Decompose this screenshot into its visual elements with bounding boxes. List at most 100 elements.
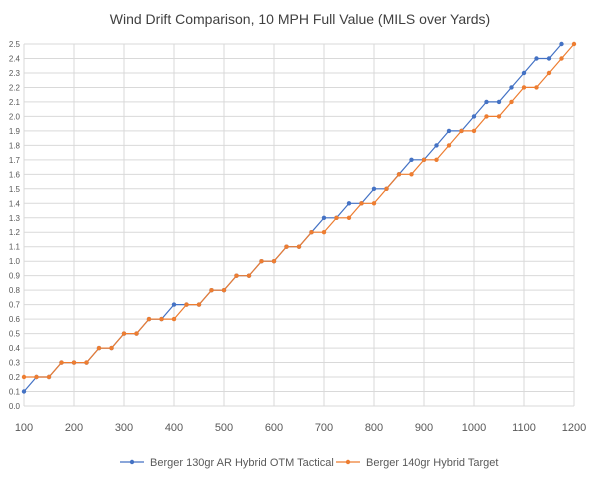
data-point-series-2 xyxy=(234,273,239,278)
data-point-series-2 xyxy=(509,99,514,105)
y-tick-label: 0.4 xyxy=(9,344,21,353)
y-tick-label: 1.3 xyxy=(9,214,21,223)
data-point-series-1 xyxy=(21,389,27,394)
x-tick-label: 200 xyxy=(65,422,83,434)
y-tick-label: 0.6 xyxy=(9,315,21,324)
data-point-series-2 xyxy=(184,302,189,307)
x-tick-label: 100 xyxy=(15,422,33,434)
data-point-series-2 xyxy=(571,41,577,47)
y-tick-label: 1.1 xyxy=(9,243,21,252)
y-tick-label: 1.4 xyxy=(9,199,21,208)
data-point-series-2 xyxy=(96,345,102,351)
x-tick-label: 1100 xyxy=(512,422,536,434)
data-point-series-2 xyxy=(546,70,552,76)
x-tick-label: 800 xyxy=(365,422,383,434)
y-tick-label: 0.0 xyxy=(9,402,21,411)
data-point-series-2 xyxy=(521,85,527,90)
data-point-series-2 xyxy=(121,331,127,336)
data-point-series-1 xyxy=(434,143,439,148)
y-tick-label: 0.5 xyxy=(9,330,21,339)
chart-title: Wind Drift Comparison, 10 MPH Full Value… xyxy=(110,11,490,27)
y-tick-label: 2.1 xyxy=(9,98,21,107)
y-tick-label: 0.2 xyxy=(9,373,21,382)
data-point-series-1 xyxy=(321,215,327,220)
data-point-series-2 xyxy=(221,288,227,293)
y-tick-label: 2.5 xyxy=(9,40,21,49)
x-tick-label: 900 xyxy=(415,422,433,434)
grid-lines xyxy=(23,43,575,407)
data-point-series-2 xyxy=(396,172,402,177)
data-point-series-2 xyxy=(459,128,464,134)
legend: Berger 130gr AR Hybrid OTM Tactical Berge… xyxy=(120,457,498,469)
data-point-series-2 xyxy=(321,230,327,235)
series-layer xyxy=(21,41,577,394)
data-point-series-2 xyxy=(246,273,252,278)
data-point-series-2 xyxy=(359,201,364,206)
data-point-series-2 xyxy=(484,114,489,119)
y-tick-label: 2.0 xyxy=(9,112,21,121)
x-tick-label: 300 xyxy=(115,422,133,434)
legend-marker-2 xyxy=(345,459,351,465)
data-point-series-1 xyxy=(496,99,502,105)
data-point-series-2 xyxy=(146,316,152,322)
data-point-series-1 xyxy=(346,201,352,206)
data-point-series-2 xyxy=(196,302,202,307)
y-tick-label: 1.7 xyxy=(9,156,21,165)
data-point-series-2 xyxy=(284,244,289,249)
legend-marker-1 xyxy=(129,459,135,465)
data-point-series-1 xyxy=(521,70,527,76)
y-tick-label: 2.4 xyxy=(9,54,21,63)
data-point-series-2 xyxy=(421,157,427,162)
y-tick-label: 1.8 xyxy=(9,141,21,150)
data-point-series-1 xyxy=(471,114,477,119)
data-point-series-2 xyxy=(346,215,352,220)
y-tick-label: 0.1 xyxy=(9,388,21,397)
x-tick-label: 500 xyxy=(215,422,233,434)
data-point-series-1 xyxy=(371,186,377,191)
y-tick-label: 2.2 xyxy=(9,83,21,92)
data-point-series-2 xyxy=(309,230,314,235)
axes: 0.0 0.1 0.2 0.3 0.4 0.5 0.6 0.7 0.8 0.9 1.0 1.1 1.2 1… xyxy=(9,40,586,434)
y-tick-label: 0.7 xyxy=(9,301,21,310)
data-point-series-2 xyxy=(471,128,477,134)
data-point-series-1 xyxy=(559,41,564,47)
data-point-series-2 xyxy=(384,186,389,191)
x-tick-label: 600 xyxy=(265,422,283,434)
y-tick-label: 1.0 xyxy=(9,257,21,266)
y-tick-label: 1.9 xyxy=(9,127,21,136)
data-point-series-2 xyxy=(71,360,77,365)
data-point-series-2 xyxy=(534,85,539,90)
data-point-series-1 xyxy=(171,302,177,307)
data-point-series-2 xyxy=(446,143,452,148)
y-tick-label: 0.8 xyxy=(9,286,21,295)
data-point-series-2 xyxy=(409,172,414,177)
data-point-series-2 xyxy=(59,360,64,365)
x-tick-label: 1200 xyxy=(562,422,586,434)
y-tick-label: 1.6 xyxy=(9,170,21,179)
data-point-series-1 xyxy=(484,99,489,105)
data-point-series-2 xyxy=(559,56,564,61)
x-tick-label: 400 xyxy=(165,422,183,434)
data-point-series-1 xyxy=(409,157,414,162)
y-tick-label: 0.3 xyxy=(9,359,21,368)
data-point-series-1 xyxy=(534,56,539,61)
data-point-series-2 xyxy=(171,316,177,322)
data-point-series-2 xyxy=(209,288,214,293)
data-point-series-2 xyxy=(371,201,377,206)
x-tick-label: 700 xyxy=(315,422,333,434)
data-point-series-1 xyxy=(509,85,514,90)
data-point-series-2 xyxy=(434,157,439,162)
data-point-series-2 xyxy=(296,244,302,249)
data-point-series-2 xyxy=(109,345,114,351)
data-point-series-2 xyxy=(21,374,27,380)
data-point-series-2 xyxy=(134,331,139,336)
data-point-series-2 xyxy=(271,259,277,264)
y-tick-label: 0.9 xyxy=(9,272,21,281)
legend-label-2: Berger 140gr Hybrid Target xyxy=(366,457,498,469)
y-tick-label: 2.3 xyxy=(9,69,21,78)
data-point-series-2 xyxy=(259,259,264,264)
data-point-series-2 xyxy=(496,114,502,119)
data-point-series-2 xyxy=(159,316,164,322)
